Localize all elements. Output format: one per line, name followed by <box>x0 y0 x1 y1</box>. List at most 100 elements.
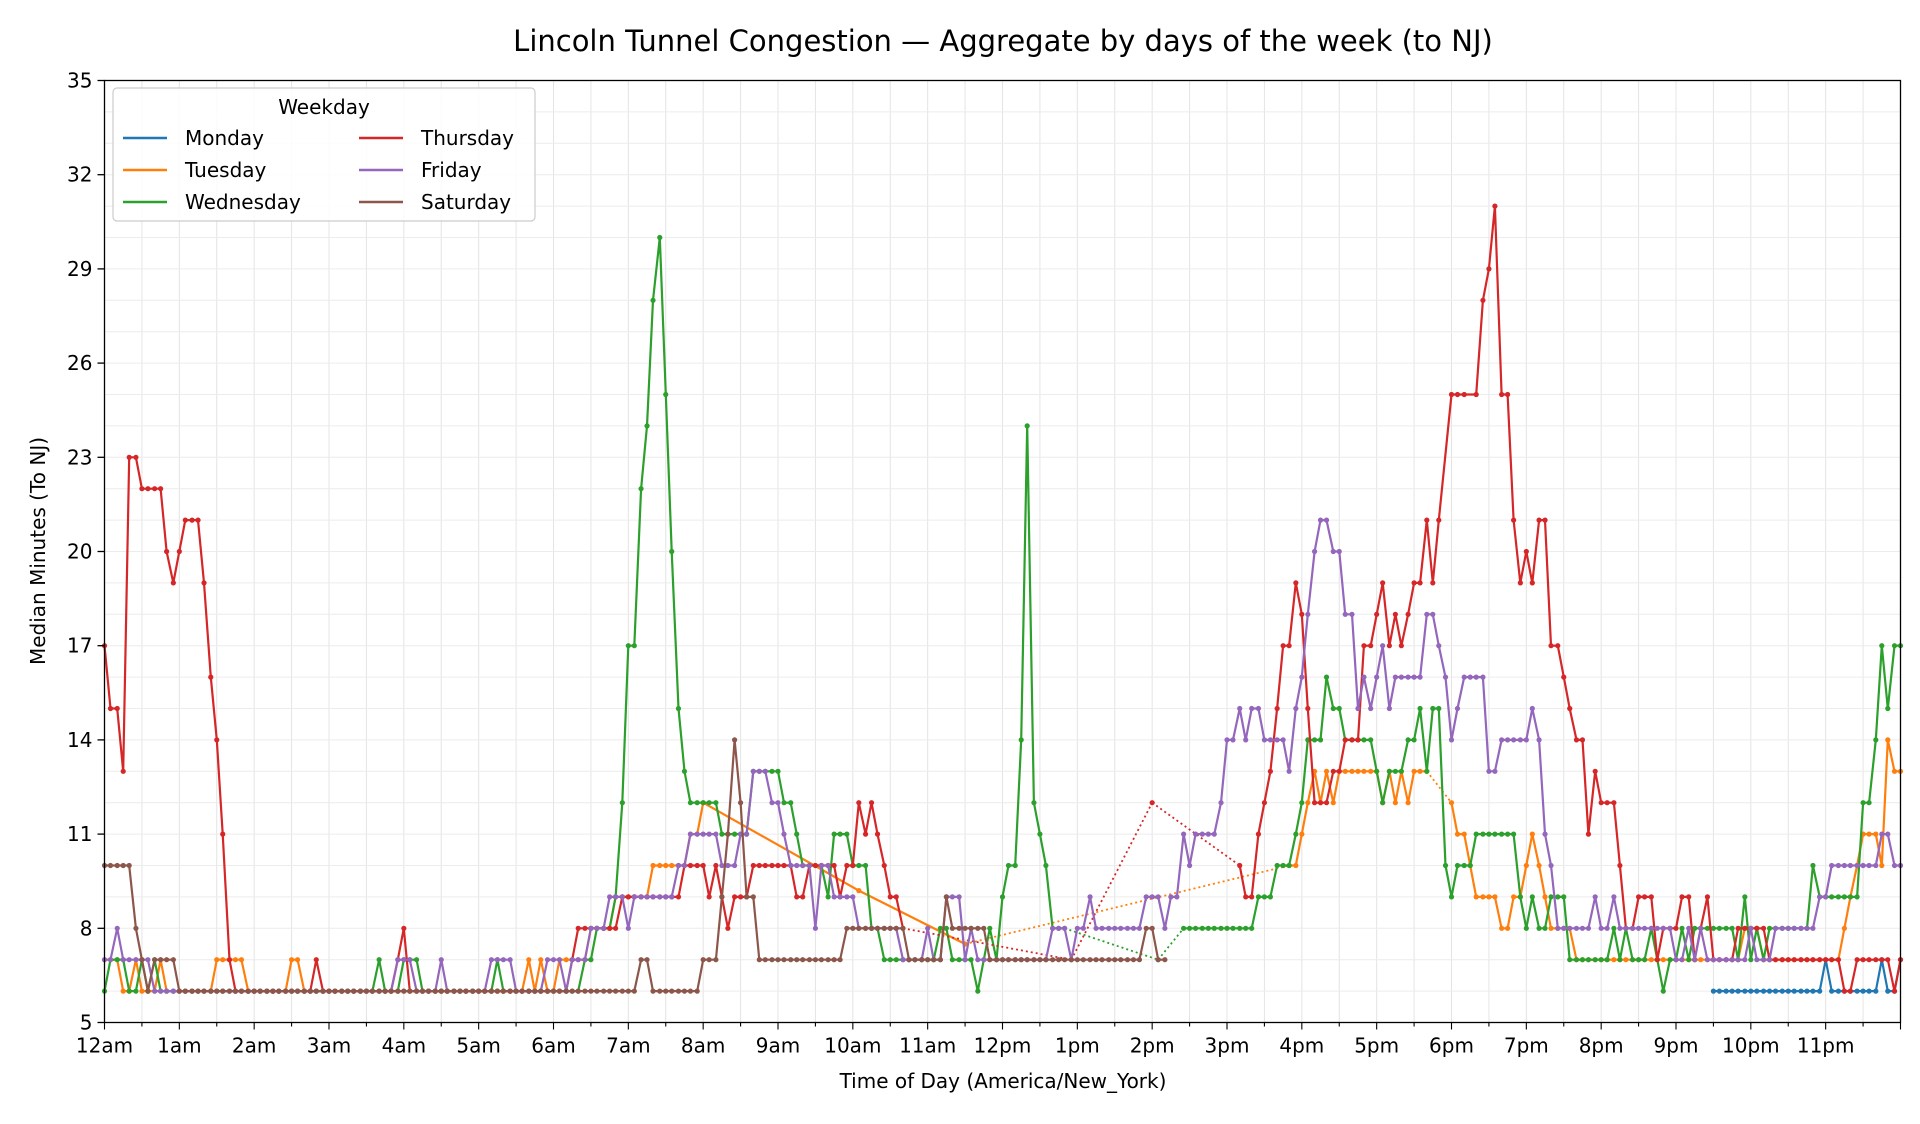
data-point-friday <box>681 862 688 869</box>
data-point-friday <box>1511 737 1517 743</box>
data-point-monday <box>1760 988 1767 994</box>
data-point-friday <box>126 957 132 963</box>
data-point-friday <box>1611 894 1617 900</box>
data-point-saturday <box>644 957 650 963</box>
data-point-saturday <box>825 957 831 963</box>
data-point-friday <box>1448 737 1455 743</box>
data-point-saturday <box>345 988 351 994</box>
data-point-thursday <box>687 862 694 869</box>
data-point-friday <box>1168 894 1174 900</box>
data-point-friday <box>1667 925 1673 931</box>
data-point-saturday <box>1062 957 1068 963</box>
data-point-tuesday <box>1660 957 1666 963</box>
series-layer <box>101 203 1904 994</box>
data-point-saturday <box>631 988 637 994</box>
data-point-wednesday <box>1237 925 1243 931</box>
data-point-friday <box>1136 925 1143 931</box>
data-point-friday <box>1323 517 1330 523</box>
data-point-thursday <box>607 925 613 931</box>
data-point-thursday <box>750 862 756 869</box>
data-point-saturday <box>164 957 170 963</box>
data-point-friday <box>1080 925 1086 931</box>
x-tick-label: 2pm <box>1130 1034 1175 1058</box>
data-point-saturday <box>1031 957 1037 963</box>
data-point-saturday <box>719 894 725 900</box>
data-point-thursday <box>1604 800 1610 806</box>
data-point-friday <box>1249 705 1255 712</box>
data-point-friday <box>619 894 625 900</box>
data-point-friday <box>1467 674 1473 680</box>
data-point-friday <box>1473 674 1479 680</box>
data-point-friday <box>1380 643 1386 649</box>
data-point-saturday <box>251 988 257 994</box>
data-point-thursday <box>1249 894 1255 900</box>
data-point-thursday <box>1679 894 1685 900</box>
data-point-tuesday <box>120 988 126 994</box>
legend-box <box>112 87 536 222</box>
data-point-wednesday <box>1486 831 1492 837</box>
data-point-thursday <box>1772 957 1779 963</box>
data-point-friday <box>1679 957 1685 963</box>
data-point-friday <box>1723 957 1729 963</box>
data-point-saturday <box>326 988 332 994</box>
data-point-friday <box>1255 705 1262 712</box>
data-point-tuesday <box>1392 800 1398 806</box>
data-point-friday <box>1342 611 1348 617</box>
legend-label: Monday <box>185 126 264 150</box>
data-point-saturday <box>401 988 407 994</box>
data-point-thursday <box>1561 674 1567 680</box>
data-point-thursday <box>844 862 850 869</box>
data-point-wednesday <box>1018 737 1024 743</box>
data-point-friday <box>1099 925 1105 931</box>
y-tick-label: 14 <box>67 728 92 752</box>
data-point-wednesday <box>893 957 899 963</box>
data-point-tuesday <box>526 957 532 963</box>
data-point-wednesday <box>831 831 837 837</box>
data-point-tuesday <box>538 957 544 963</box>
data-point-thursday <box>1255 831 1262 837</box>
data-point-wednesday <box>1454 862 1461 869</box>
data-point-saturday <box>226 988 233 994</box>
data-point-thursday <box>794 894 800 900</box>
data-point-saturday <box>1149 925 1155 931</box>
data-point-wednesday <box>1517 894 1523 900</box>
data-point-friday <box>594 925 600 931</box>
data-point-friday <box>788 862 794 869</box>
data-point-saturday <box>270 988 276 994</box>
data-point-monday <box>1791 988 1797 994</box>
data-point-friday <box>731 862 738 869</box>
x-tick-label: 5pm <box>1354 1034 1399 1058</box>
data-point-wednesday <box>1024 423 1030 429</box>
data-point-saturday <box>975 925 981 931</box>
data-point-wednesday <box>1317 737 1324 743</box>
data-point-thursday <box>1505 391 1511 398</box>
data-point-wednesday <box>1249 925 1255 931</box>
data-point-monday <box>1772 988 1779 994</box>
data-point-saturday <box>1093 957 1099 963</box>
data-point-wednesday <box>1561 894 1567 900</box>
data-point-thursday <box>1760 925 1767 931</box>
data-point-saturday <box>756 957 762 963</box>
data-point-tuesday <box>1299 831 1305 837</box>
data-point-thursday <box>1704 894 1711 900</box>
data-point-thursday <box>868 800 875 806</box>
data-point-wednesday <box>968 957 974 963</box>
data-point-friday <box>1243 737 1249 743</box>
data-point-friday <box>1492 768 1498 774</box>
data-point-saturday <box>120 862 126 869</box>
data-point-friday <box>1885 831 1891 837</box>
data-point-thursday <box>195 517 201 523</box>
data-point-saturday <box>332 988 338 994</box>
y-tick-label: 11 <box>67 822 92 846</box>
data-point-thursday <box>1336 768 1342 774</box>
data-point-friday <box>1074 925 1080 931</box>
data-point-wednesday <box>625 643 631 649</box>
data-point-wednesday <box>956 957 962 963</box>
data-point-friday <box>1505 737 1511 743</box>
data-point-friday <box>743 831 750 837</box>
data-point-friday <box>1585 925 1592 931</box>
data-point-wednesday <box>1398 768 1404 774</box>
data-point-wednesday <box>881 957 887 963</box>
data-point-saturday <box>601 988 607 994</box>
